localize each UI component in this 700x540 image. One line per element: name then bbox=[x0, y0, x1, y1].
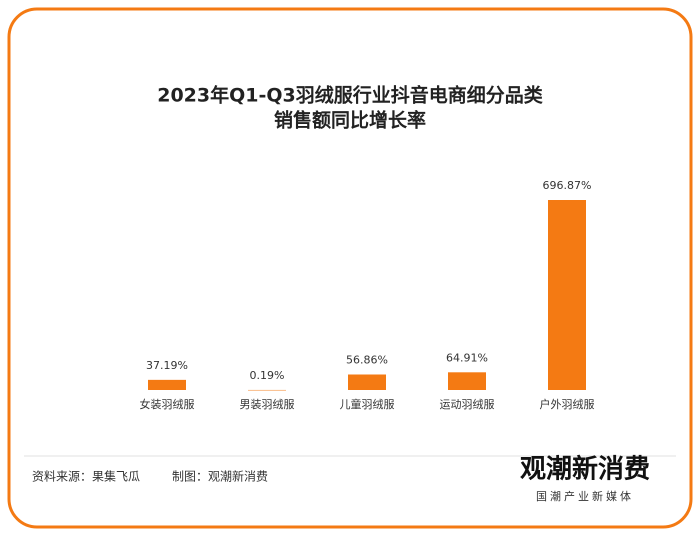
logo: 观潮新消费 bbox=[520, 454, 650, 485]
bar bbox=[148, 379, 186, 390]
bar bbox=[248, 389, 286, 391]
x-tick-label: 儿童羽绒服 bbox=[340, 397, 395, 411]
x-tick-label: 男装羽绒服 bbox=[240, 398, 295, 411]
chart-subtitle: 销售额同比增长率 bbox=[274, 109, 426, 132]
value-label: 0.19% bbox=[250, 369, 285, 382]
bar bbox=[448, 372, 486, 390]
value-label: 64.91% bbox=[446, 351, 488, 364]
value-label: 37.19% bbox=[146, 359, 188, 372]
bar bbox=[548, 200, 586, 390]
footer-author: 制图：观潮新消费 bbox=[172, 469, 268, 484]
footer-source: 资料来源：果集飞瓜 bbox=[32, 469, 140, 484]
chart-title: 2023年Q1-Q3羽绒服行业抖音电商细分品类 bbox=[157, 84, 543, 107]
x-tick-label: 运动羽绒服 bbox=[440, 398, 495, 411]
logo-tagline: 国潮产业新媒体 bbox=[536, 489, 634, 503]
bar bbox=[348, 374, 386, 390]
x-tick-label: 女装羽绒服 bbox=[140, 397, 195, 411]
x-tick-label: 户外羽绒服 bbox=[540, 397, 595, 411]
value-label: 696.87% bbox=[543, 179, 592, 192]
card-border bbox=[7, 7, 693, 529]
value-label: 56.86% bbox=[346, 353, 388, 366]
